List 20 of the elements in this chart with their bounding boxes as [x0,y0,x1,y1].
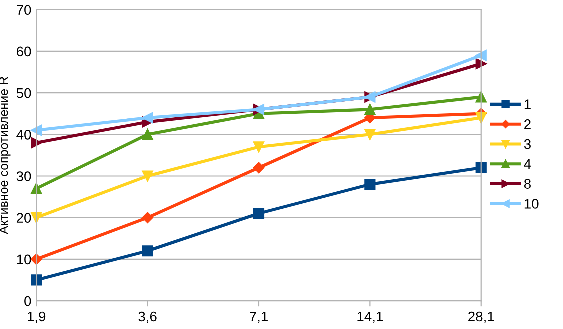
legend-label: 2 [524,120,531,130]
y-tick-label: 50 [16,88,32,98]
y-tick-label: 0 [24,296,32,306]
legend-label: 4 [524,159,532,169]
y-tick-label: 30 [16,172,32,182]
y-tick-label: 40 [16,130,32,140]
y-tick-label: 70 [17,5,32,16]
legend-label: 10 [524,199,539,209]
y-tick-label: 60 [16,46,32,57]
legend-label: 3 [524,139,531,150]
x-tick-label: 7,1 [250,312,268,324]
x-tick-label: 28,1 [468,312,494,324]
x-tick-label: 1,9 [28,312,46,324]
x-tick-label: 3,6 [138,312,157,324]
y-tick-label: 10 [17,254,32,265]
legend-label: 1 [524,100,531,110]
y-tick-label: 20 [16,213,32,224]
legend-label: 8 [524,179,531,190]
x-tick-label: 14,1 [358,312,384,324]
y-axis-title: Активное сопротивление R [0,77,11,234]
